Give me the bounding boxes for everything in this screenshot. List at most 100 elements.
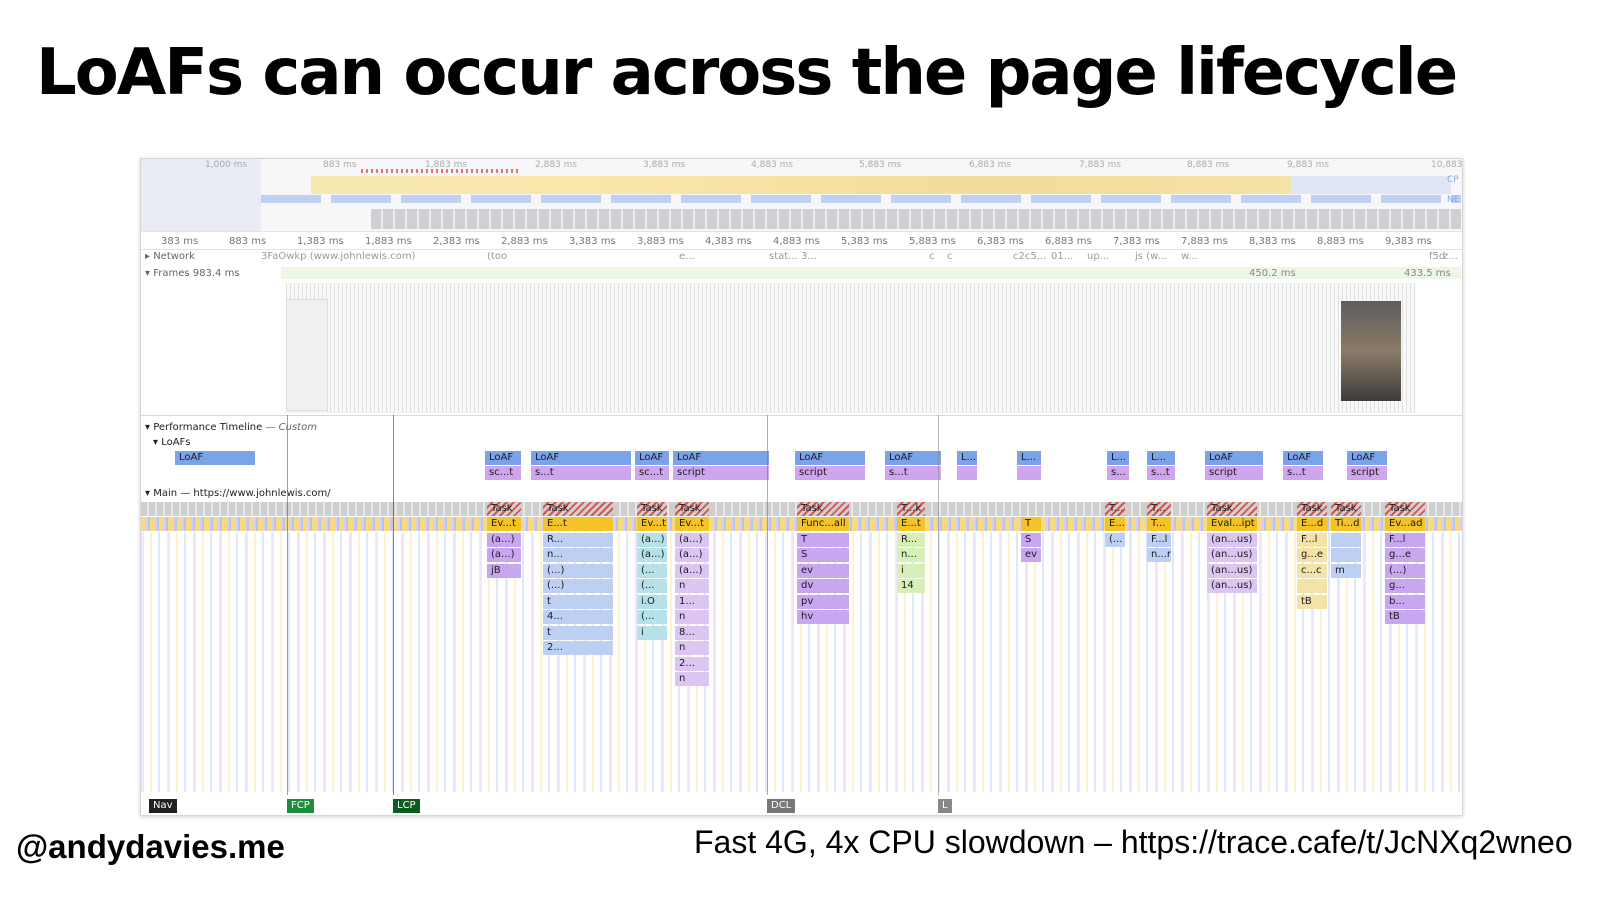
loaf-script-bar[interactable]: s...t — [885, 466, 941, 480]
main-call-frame[interactable]: (... — [637, 579, 667, 593]
main-task-bar[interactable]: Task — [487, 502, 521, 516]
main-task-bar[interactable]: Task — [675, 502, 709, 516]
loaf-script-bar[interactable]: script — [1205, 466, 1263, 480]
main-call-frame[interactable]: (a...) — [675, 532, 709, 547]
network-request[interactable]: (too — [487, 251, 508, 262]
l-marker[interactable]: L — [938, 799, 952, 813]
loaf-script-bar[interactable]: sc...t — [485, 466, 521, 480]
main-call-frame[interactable]: pv — [797, 594, 849, 609]
loaf-bar[interactable]: LoAF — [1205, 451, 1263, 465]
main-task-bar[interactable]: Task — [1207, 502, 1257, 516]
main-task-bar[interactable]: T... — [1147, 502, 1171, 516]
main-call-frame[interactable]: t — [543, 625, 613, 640]
main-call-frame[interactable]: T — [797, 532, 849, 547]
loaf-bar[interactable]: L... — [1107, 451, 1129, 465]
main-task-bar[interactable]: Task — [1297, 502, 1327, 516]
loaf-bar-first[interactable]: LoAF — [175, 451, 255, 465]
main-call-frame[interactable]: F...l — [1297, 532, 1327, 547]
loaf-script-bar[interactable]: s...t — [531, 466, 631, 480]
main-call-frame[interactable]: (an...us) — [1207, 548, 1257, 562]
main-call-frame[interactable]: (a...) — [487, 532, 521, 547]
main-call-frame[interactable]: (an...us) — [1207, 563, 1257, 578]
lcp-marker[interactable]: LCP — [393, 799, 420, 813]
loaf-script-bar[interactable] — [957, 466, 977, 480]
main-call-frame[interactable]: Ev...t — [487, 517, 521, 531]
main-task-bar[interactable]: Task — [637, 502, 667, 516]
network-request[interactable]: e... — [679, 251, 695, 262]
loaf-bar[interactable]: LoAF — [531, 451, 631, 465]
main-call-frame[interactable]: (a...) — [675, 548, 709, 562]
main-call-frame[interactable]: Ti...d — [1331, 517, 1361, 531]
main-call-frame[interactable]: (an...us) — [1207, 579, 1257, 593]
main-call-frame[interactable] — [1331, 532, 1361, 547]
main-call-frame[interactable]: Ev...t — [675, 517, 709, 531]
main-call-frame[interactable]: dv — [797, 579, 849, 593]
main-call-frame[interactable]: E...t — [897, 517, 925, 531]
main-call-frame[interactable]: (... — [637, 563, 667, 578]
main-call-frame[interactable]: m — [1331, 563, 1361, 578]
main-call-frame[interactable]: g...e — [1297, 548, 1327, 562]
loaf-bar[interactable]: LoAF — [1347, 451, 1387, 465]
network-request[interactable]: c — [947, 251, 953, 262]
main-call-frame[interactable]: (...) — [543, 563, 613, 578]
network-request[interactable]: f5d — [1429, 251, 1446, 262]
main-call-frame[interactable]: S — [1021, 532, 1041, 547]
main-call-frame[interactable]: ev — [797, 563, 849, 578]
main-call-frame[interactable] — [1297, 579, 1327, 593]
main-call-frame[interactable]: i — [637, 625, 667, 640]
frames-track-toggle[interactable]: ▾ Frames 983.4 ms — [145, 268, 240, 279]
main-track-toggle[interactable]: ▾ Main — https://www.johnlewis.com/ — [145, 488, 331, 499]
main-call-frame[interactable]: g...e — [1385, 548, 1425, 562]
main-call-frame[interactable]: (a...) — [637, 532, 667, 547]
main-call-frame[interactable]: tB — [1297, 594, 1327, 609]
main-call-frame[interactable]: ev — [1021, 548, 1041, 562]
main-task-bar[interactable]: T...k — [897, 502, 925, 516]
loafs-track-toggle[interactable]: ▾ LoAFs — [153, 437, 191, 448]
main-call-frame[interactable]: n — [675, 672, 709, 686]
main-call-frame[interactable]: E...d — [1297, 517, 1327, 531]
main-call-frame[interactable]: b... — [1385, 594, 1425, 609]
main-call-frame[interactable] — [1331, 548, 1361, 562]
main-call-frame[interactable]: E... — [1105, 517, 1125, 531]
main-call-frame[interactable]: (...) — [1385, 563, 1425, 578]
network-request[interactable]: z... — [1443, 251, 1458, 262]
main-call-frame[interactable]: i.O — [637, 594, 667, 609]
loaf-bar[interactable]: LoAF — [1283, 451, 1323, 465]
main-call-frame[interactable]: 2... — [675, 656, 709, 671]
loaf-bar[interactable]: LoAF — [885, 451, 941, 465]
dcl-marker[interactable]: DCL — [767, 799, 796, 813]
loaf-script-bar[interactable]: script — [795, 466, 865, 480]
main-call-frame[interactable]: Ev...ad — [1385, 517, 1425, 531]
loaf-script-bar[interactable] — [1017, 466, 1041, 480]
main-call-frame[interactable]: (an...us) — [1207, 532, 1257, 547]
main-call-frame[interactable]: T — [1021, 517, 1041, 531]
main-call-frame[interactable]: n — [675, 610, 709, 624]
main-call-frame[interactable]: jB — [487, 563, 521, 578]
main-call-frame[interactable]: R... — [897, 532, 925, 547]
loaf-bar[interactable]: L... — [957, 451, 977, 465]
main-call-frame[interactable]: n... — [897, 548, 925, 562]
main-call-frame[interactable]: 14 — [897, 579, 925, 593]
loaf-bar[interactable]: LoAF — [485, 451, 521, 465]
perf-timeline-toggle[interactable]: ▾ Performance Timeline — Custom — [145, 422, 317, 433]
loaf-script-bar[interactable]: s...t — [1283, 466, 1323, 480]
main-call-frame[interactable]: (... — [1105, 532, 1125, 547]
main-task-bar[interactable]: Task — [543, 502, 613, 516]
main-call-frame[interactable]: g... — [1385, 579, 1425, 593]
main-call-frame[interactable]: F...l — [1385, 532, 1425, 547]
loaf-script-bar[interactable]: s... — [1107, 466, 1129, 480]
network-request[interactable]: up... — [1087, 251, 1110, 262]
main-task-bar[interactable]: Task — [1385, 502, 1425, 516]
loaf-script-bar[interactable]: script — [1347, 466, 1387, 480]
main-call-frame[interactable]: tB — [1385, 610, 1425, 624]
network-request[interactable]: 3... — [801, 251, 817, 262]
main-task-bar[interactable]: Task — [1331, 502, 1361, 516]
main-call-frame[interactable]: n — [675, 579, 709, 593]
network-request[interactable]: 3FaOwkp (www.johnlewis.com) — [261, 251, 416, 262]
loaf-bar[interactable]: L... — [1147, 451, 1175, 465]
network-track-toggle[interactable]: ▸ Network — [145, 251, 195, 262]
loaf-bar[interactable]: L... — [1017, 451, 1041, 465]
main-call-frame[interactable]: n... — [543, 548, 613, 562]
main-call-frame[interactable]: (a...) — [675, 563, 709, 578]
main-call-frame[interactable]: (a...) — [637, 548, 667, 562]
